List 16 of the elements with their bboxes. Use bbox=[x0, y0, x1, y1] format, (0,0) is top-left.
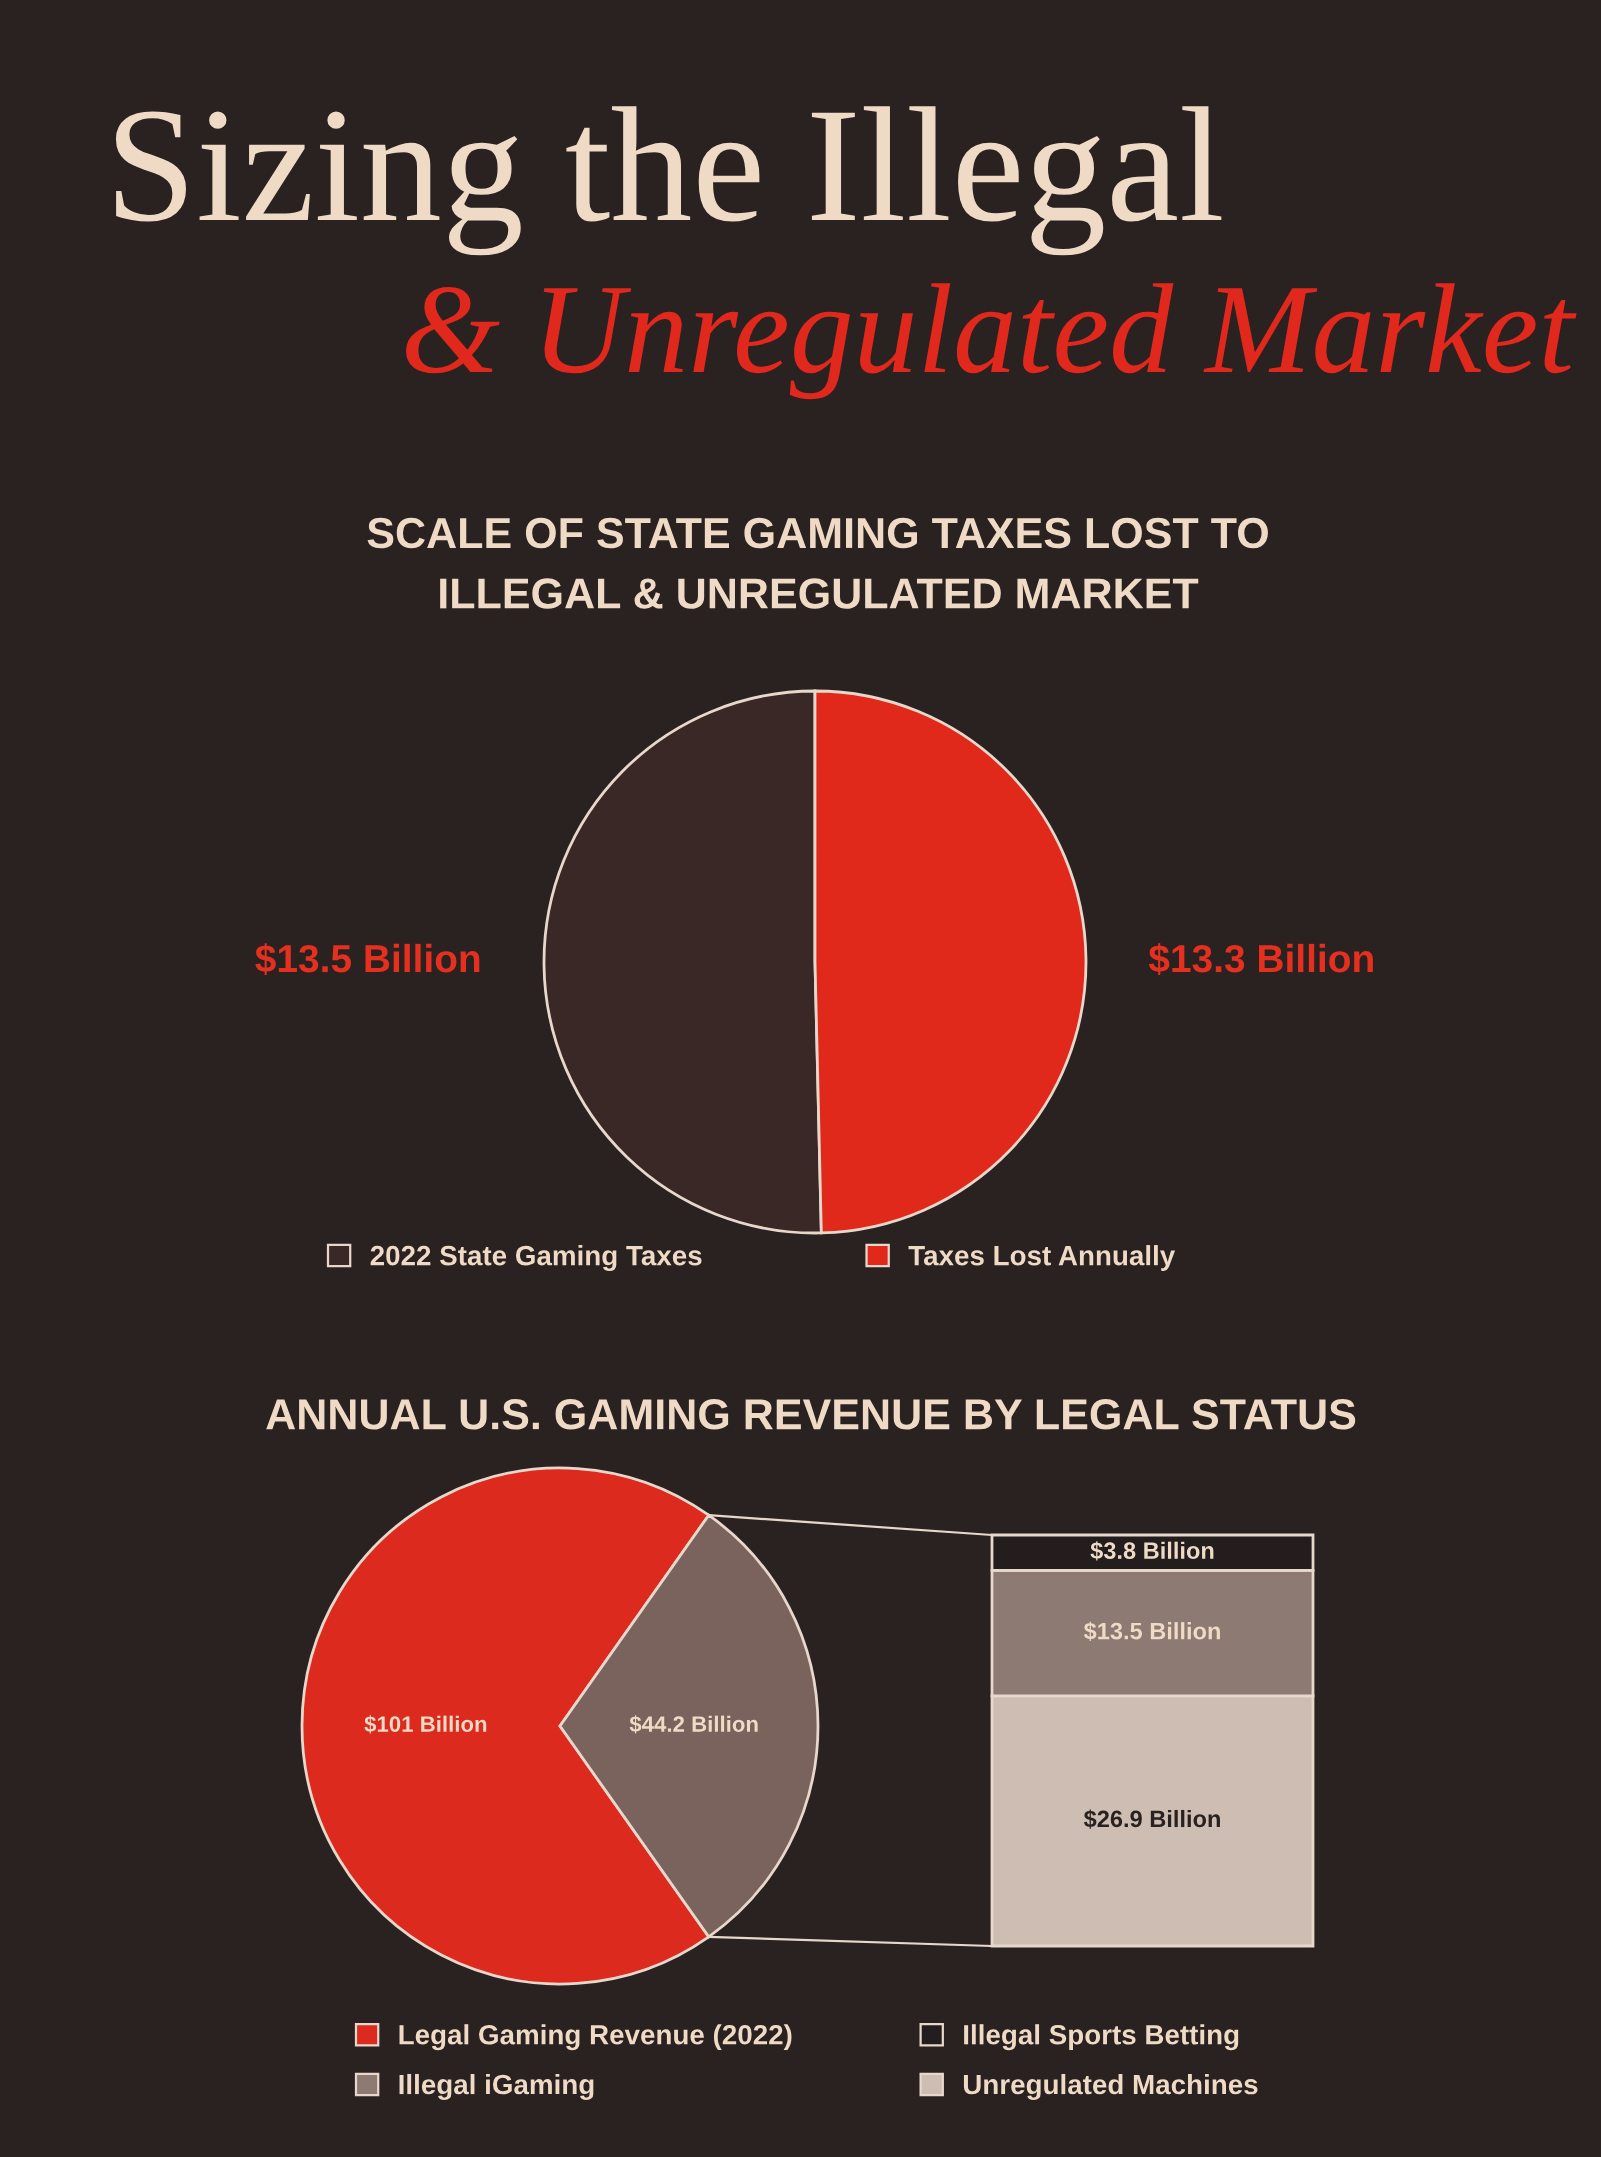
data-label: $13.5 Billion bbox=[255, 943, 480, 975]
legend-label: Taxes Lost Annually bbox=[908, 1245, 1176, 1271]
data-label: $101 Billion bbox=[364, 1715, 487, 1734]
legend-label: Legal Gaming Revenue (2022) bbox=[399, 2024, 792, 2051]
data-label: $13.5 Billion bbox=[1083, 1621, 1220, 1641]
legend-label: Illegal iGaming bbox=[399, 2073, 594, 2100]
legend-label: 2022 State Gaming Taxes bbox=[370, 1245, 702, 1272]
legend-label: Illegal Sports Betting bbox=[964, 2024, 1239, 2051]
data-label: $44.2 Billion bbox=[629, 1715, 758, 1734]
chart-title: Sizing the Illegal & Unregulated Market bbox=[115, 106, 1577, 400]
legend-label: Unregulated Machines bbox=[963, 2073, 1258, 2100]
data-label: $13.3 Billion bbox=[1148, 943, 1373, 975]
chart-subtitle: SCALE OF STATE GAMING TAXES LOST TO ILLEGAL & UNREGULATED MARKET bbox=[367, 517, 1268, 609]
data-label: $3.8 Billion bbox=[1090, 1541, 1214, 1561]
data-label: $26.9 Billion bbox=[1083, 1809, 1220, 1829]
chart-title: ANNUAL U.S. GAMING REVENUE BY LEGAL STATUS bbox=[266, 1399, 1356, 1430]
